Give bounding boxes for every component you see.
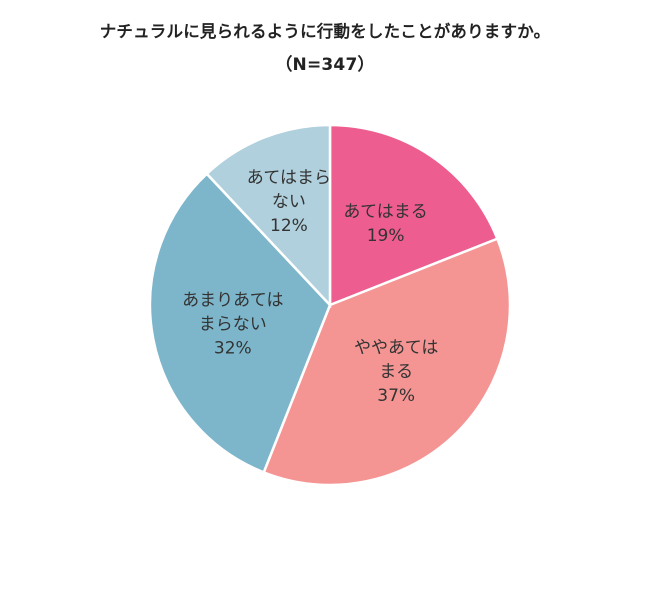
chart-title: ナチュラルに見られるように行動をしたことがありますか。 (99, 22, 551, 41)
slice-percent-label-2: 37% (377, 386, 415, 406)
slice-percent-label-4: 12% (270, 216, 308, 236)
pie-slice-4 (205, 123, 332, 309)
pie-slice-2 (262, 237, 512, 487)
slice-category-label-2: ややあては (354, 338, 438, 358)
slice-category-label-1: あてはまる (343, 202, 427, 222)
slice-percent-label-3: 32% (214, 339, 252, 359)
slice-category-label-3: まらない (199, 315, 267, 335)
slice-category-label-3: あまりあては (182, 291, 283, 311)
chart-subtitle: （N=347） (275, 55, 375, 75)
slice-percent-label-1: 19% (367, 226, 405, 246)
slice-category-label-4: あてはまら (247, 168, 331, 188)
slice-category-label-2: まる (379, 362, 413, 382)
pie-slice-3 (148, 172, 332, 474)
slice-category-label-4: ない (272, 192, 306, 212)
pie-slice-1 (328, 123, 499, 307)
